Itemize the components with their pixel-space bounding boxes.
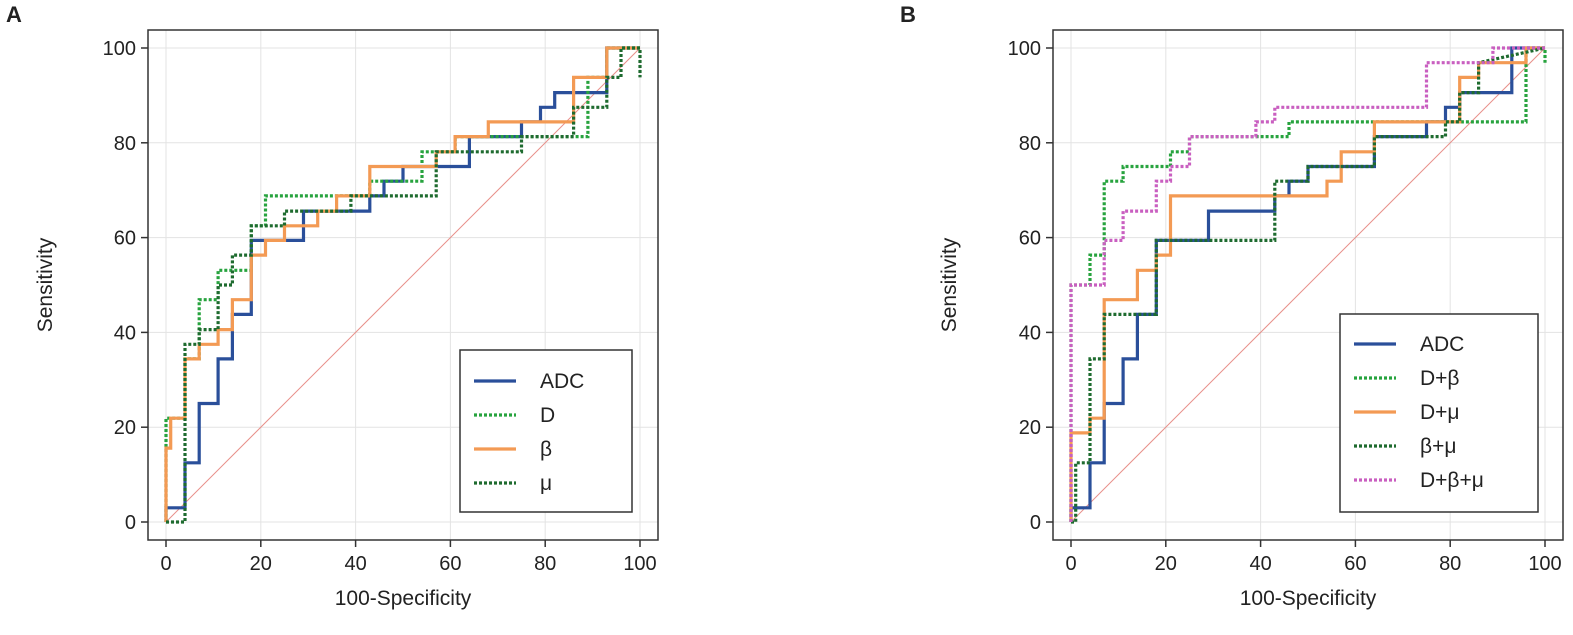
legend-box [459, 349, 633, 513]
y-tick-label: 80 [1019, 133, 1041, 155]
legend-label-d-plus-mu: D+μ [1420, 401, 1460, 424]
legend-label-adc: ADC [1420, 333, 1464, 356]
legend-label-beta: β [540, 438, 552, 461]
x-tick-label: 40 [1249, 553, 1271, 575]
legend-label-mu: μ [540, 472, 552, 495]
y-tick-label: 100 [1008, 38, 1041, 60]
panel-a: A 0 20 40 60 80 100 0 20 40 60 80 100 100-Specificity… [6, 2, 659, 610]
chance-line [165, 47, 641, 523]
roc-curve-d-plus-beta-plus-mu [1069, 46, 1545, 522]
panel-b: B 0 20 40 60 80 100 0 20 40 60 80 100 100-Specificity… [900, 2, 1564, 610]
chance-line [1070, 47, 1546, 523]
y-axis-title: Sensitivity [34, 237, 57, 332]
x-tick-label: 20 [1155, 553, 1177, 575]
panel-letter: A [6, 2, 22, 27]
y-tick-label: 60 [114, 228, 136, 250]
y-tick-label: 40 [114, 322, 136, 344]
roc-curve-beta [164, 46, 640, 522]
x-tick-label: 20 [250, 553, 272, 575]
roc-curve-d-plus-beta [1069, 46, 1547, 522]
x-axis-title: 100-Specificity [1240, 587, 1377, 610]
y-tick-label: 0 [125, 512, 136, 534]
legend-label-adc: ADC [540, 370, 584, 393]
x-tick-label: 80 [1439, 553, 1461, 575]
x-tick-label: 60 [439, 553, 461, 575]
plot-frame [1052, 29, 1564, 541]
legend-label-d-plus-beta: D+β [1420, 367, 1460, 390]
legend-label-beta-plus-mu: β+μ [1420, 435, 1456, 458]
y-tick-label: 80 [114, 133, 136, 155]
y-tick-label: 100 [103, 38, 136, 60]
x-tick-label: 80 [534, 553, 556, 575]
y-tick-label: 40 [1019, 322, 1041, 344]
y-axis-title: Sensitivity [938, 237, 961, 332]
panel-letter: B [900, 2, 916, 27]
x-tick-label: 100 [623, 553, 656, 575]
legend-label-d: D [540, 404, 555, 427]
x-tick-label: 100 [1528, 553, 1561, 575]
plot-frame [147, 29, 659, 541]
roc-curve-beta-plus-mu [1071, 46, 1546, 524]
roc-curve-d-plus-mu [1069, 46, 1545, 522]
x-tick-label: 60 [1344, 553, 1366, 575]
roc-curve-mu [166, 46, 642, 524]
x-tick-label: 40 [344, 553, 366, 575]
y-tick-label: 20 [114, 417, 136, 439]
y-tick-label: 20 [1019, 417, 1041, 439]
x-axis-title: 100-Specificity [335, 587, 472, 610]
legend-label-d-plus-beta-plus-mu: D+β+μ [1420, 469, 1484, 492]
x-tick-label: 0 [160, 553, 171, 575]
y-tick-label: 60 [1019, 228, 1041, 250]
y-tick-label: 0 [1030, 512, 1041, 534]
x-tick-label: 0 [1065, 553, 1076, 575]
